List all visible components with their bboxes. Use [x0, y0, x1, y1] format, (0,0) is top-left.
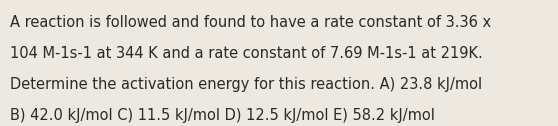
Text: Determine the activation energy for this reaction. A) 23.8 kJ/mol: Determine the activation energy for this… — [10, 77, 482, 92]
Text: A reaction is followed and found to have a rate constant of 3.36 x: A reaction is followed and found to have… — [10, 15, 491, 30]
Text: 104 M-1s-1 at 344 K and a rate constant of 7.69 M-1s-1 at 219K.: 104 M-1s-1 at 344 K and a rate constant … — [10, 46, 483, 61]
Text: B) 42.0 kJ/mol C) 11.5 kJ/mol D) 12.5 kJ/mol E) 58.2 kJ/mol: B) 42.0 kJ/mol C) 11.5 kJ/mol D) 12.5 kJ… — [10, 108, 435, 123]
